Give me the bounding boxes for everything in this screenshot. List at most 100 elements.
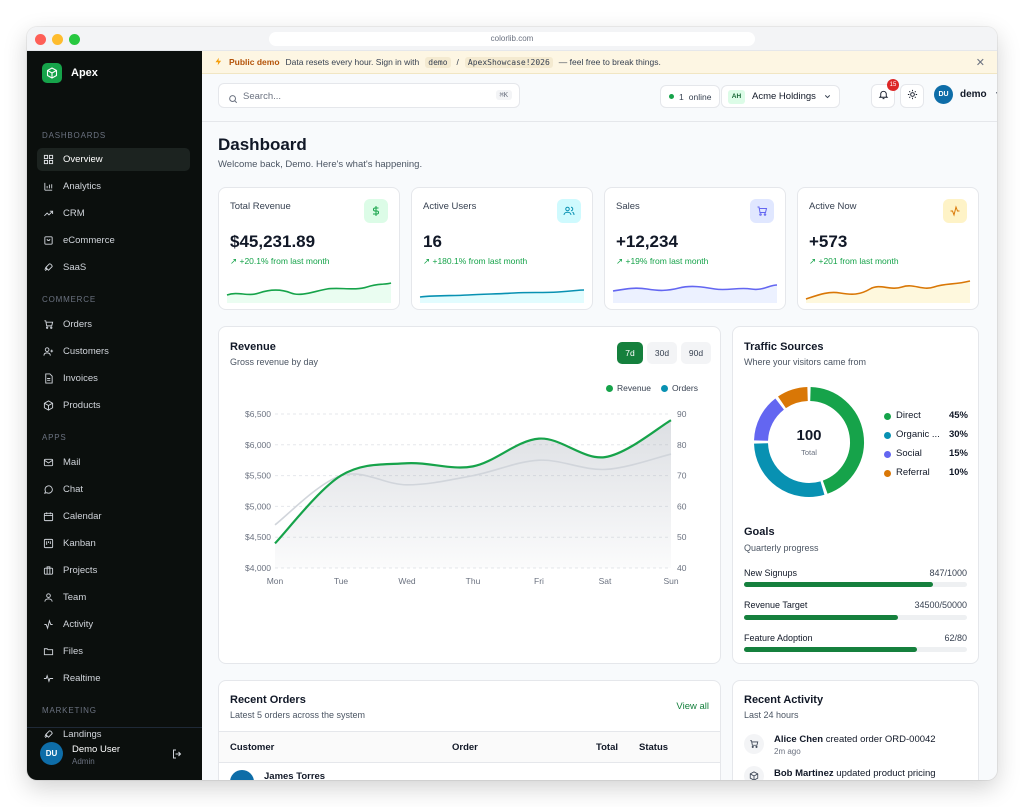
sidebar-item-saas[interactable]: SaaS: [37, 256, 190, 279]
sidebar-item-realtime[interactable]: Realtime: [37, 667, 190, 690]
donut-slice[interactable]: [809, 387, 864, 494]
stat-card-active[interactable]: Active Now +573 ↗ +201 from last month: [797, 187, 979, 310]
traffic-card: Traffic Sources Where your visitors came…: [732, 326, 979, 664]
chat-icon: [43, 484, 54, 495]
goal-progress-fill: [744, 615, 898, 620]
column-header-total[interactable]: Total: [596, 742, 618, 753]
range-30d-button[interactable]: 30d: [647, 342, 677, 364]
theme-toggle-button[interactable]: [900, 84, 924, 108]
sidebar-item-crm[interactable]: CRM: [37, 202, 190, 225]
banner-username: demo: [425, 56, 451, 68]
org-switcher[interactable]: AH Acme Holdings: [721, 85, 840, 108]
sidebar-item-label: Files: [63, 646, 84, 657]
activity-item[interactable]: Bob Martinez updated product pricing: [774, 768, 936, 779]
column-header-customer[interactable]: Customer: [230, 742, 275, 753]
sidebar-item-label: Realtime: [63, 673, 101, 684]
view-all-link[interactable]: View all: [676, 701, 709, 712]
sidebar: Apex DASHBOARDS Overview Analytics CRM e…: [27, 51, 202, 780]
traffic-pct: 10%: [948, 467, 968, 478]
user-plus-icon: [43, 346, 54, 357]
sidebar-item-analytics[interactable]: Analytics: [37, 175, 190, 198]
box-icon: [744, 766, 764, 780]
legend-label: Orders: [672, 383, 698, 393]
pulse-icon: [43, 673, 54, 684]
avatar[interactable]: DU: [40, 742, 63, 765]
sidebar-item-label: CRM: [63, 208, 85, 219]
logout-icon[interactable]: [171, 747, 183, 765]
online-status[interactable]: 1 online: [660, 85, 721, 108]
sidebar-item-ecommerce[interactable]: eCommerce: [37, 229, 190, 252]
notifications-button[interactable]: 15: [871, 79, 899, 108]
minimize-window-button[interactable]: [52, 34, 63, 45]
revenue-title: Revenue: [230, 341, 276, 353]
sidebar-item-label: Analytics: [63, 181, 102, 192]
legend-item-orders[interactable]: Orders: [661, 383, 698, 393]
sidebar-item-label: Products: [63, 400, 101, 411]
legend-item-revenue[interactable]: Revenue: [605, 383, 652, 393]
sidebar-user-role: Admin: [72, 757, 95, 766]
sidebar-item-products[interactable]: Products: [37, 394, 190, 417]
traffic-pct: 45%: [948, 410, 968, 421]
stat-card-sales[interactable]: Sales +12,234 ↗ +19% from last month: [604, 187, 786, 310]
file-icon: [43, 373, 54, 384]
y-left-tick-label: $4,500: [245, 532, 271, 542]
bolt-icon: [214, 57, 223, 68]
legend-dot: [884, 451, 891, 458]
address-bar[interactable]: colorlib.com: [269, 32, 755, 46]
sidebar-item-orders[interactable]: Orders: [37, 313, 190, 336]
range-90d-button[interactable]: 90d: [681, 342, 711, 364]
online-label: online: [688, 91, 712, 102]
trending-icon: [43, 208, 54, 219]
sidebar-item-overview[interactable]: Overview: [37, 148, 190, 171]
goal-progress-bar: [744, 582, 967, 587]
range-7d-button[interactable]: 7d: [617, 342, 643, 364]
sidebar-item-team[interactable]: Team: [37, 586, 190, 609]
sidebar-item-kanban[interactable]: Kanban: [37, 532, 190, 555]
sidebar-item-landings[interactable]: Landings: [37, 723, 190, 746]
sidebar-item-mail[interactable]: Mail: [37, 451, 190, 474]
close-window-button[interactable]: [35, 34, 46, 45]
activity-item[interactable]: Alice Chen created order ORD-00042: [774, 734, 936, 745]
stat-card-users[interactable]: Active Users 16 ↗ +180.1% from last mont…: [411, 187, 593, 310]
stat-change-text: +201 from last month: [818, 256, 899, 266]
donut-slice[interactable]: [778, 387, 809, 409]
activity-actor: Alice Chen: [774, 734, 824, 745]
sidebar-item-calendar[interactable]: Calendar: [37, 505, 190, 528]
banner-password: ApexShowcase!2026: [464, 56, 553, 68]
brand-name: Apex: [71, 67, 98, 79]
activity-action: updated product pricing: [836, 768, 936, 779]
sidebar-item-label: Team: [63, 592, 87, 603]
stat-card-revenue[interactable]: Total Revenue $45,231.89 ↗ +20.1% from l…: [218, 187, 400, 310]
sidebar-item-invoices[interactable]: Invoices: [37, 367, 190, 390]
sidebar-item-files[interactable]: Files: [37, 640, 190, 663]
stat-label: Active Users: [423, 201, 477, 212]
stat-change: ↗ +201 from last month: [809, 256, 899, 266]
search-input[interactable]: [243, 89, 483, 103]
sidebar-item-customers[interactable]: Customers: [37, 340, 190, 363]
maximize-window-button[interactable]: [69, 34, 80, 45]
donut-slice[interactable]: [754, 442, 825, 497]
org-name: Acme Holdings: [752, 91, 816, 102]
column-header-order[interactable]: Order: [452, 742, 478, 753]
traffic-subtitle: Where your visitors came from: [744, 357, 867, 367]
y-left-tick-label: $4,000: [245, 563, 271, 573]
sun-icon: [907, 87, 918, 105]
customer-name[interactable]: James Torres: [264, 771, 326, 780]
user-menu[interactable]: DU demo: [934, 85, 997, 104]
legend-label: Revenue: [616, 383, 652, 393]
brand[interactable]: Apex: [42, 63, 98, 83]
sidebar-item-projects[interactable]: Projects: [37, 559, 190, 582]
traffic-row-referral: Referral 10%: [884, 467, 968, 478]
sidebar-item-label: Mail: [63, 457, 81, 468]
sidebar-item-activity[interactable]: Activity: [37, 613, 190, 636]
goal-progress-fill: [744, 582, 933, 587]
sidebar-item-label: eCommerce: [63, 235, 115, 246]
stat-value: 16: [423, 232, 442, 251]
sidebar-user: DU Demo User Admin: [27, 727, 202, 780]
close-icon[interactable]: ✕: [975, 57, 985, 69]
shopping-bag-icon: [43, 235, 54, 246]
search-box: ⌘K: [218, 83, 520, 108]
sidebar-item-chat[interactable]: Chat: [37, 478, 190, 501]
column-header-status[interactable]: Status: [639, 742, 669, 753]
donut-slice[interactable]: [754, 398, 785, 442]
